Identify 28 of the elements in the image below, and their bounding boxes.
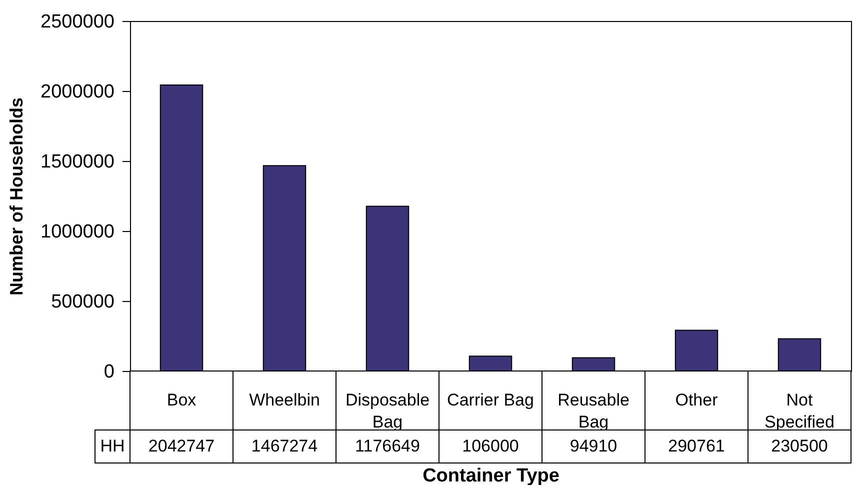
text: HH bbox=[100, 436, 125, 456]
y-tick-label: 500000 bbox=[51, 292, 114, 312]
y-tick-label: 2000000 bbox=[40, 82, 114, 102]
data-label: 290761 bbox=[668, 436, 725, 456]
bar bbox=[262, 165, 306, 372]
bar bbox=[572, 357, 616, 372]
data-label: 94910 bbox=[570, 436, 618, 456]
x-tick-label: Other bbox=[675, 390, 718, 410]
y-tick-label: 1500000 bbox=[40, 152, 114, 172]
y-tick-label: 0 bbox=[104, 362, 114, 382]
y-tick-label: 1000000 bbox=[40, 222, 114, 242]
data-label: 1467274 bbox=[251, 436, 318, 456]
bar bbox=[674, 330, 718, 372]
data-label: 2042747 bbox=[148, 436, 215, 456]
bar bbox=[366, 206, 410, 372]
y-tick-label: 2500000 bbox=[40, 12, 114, 32]
bar bbox=[468, 356, 512, 372]
bar bbox=[778, 338, 822, 372]
x-tick-label: Disposable Bag bbox=[345, 390, 430, 432]
data-label: 106000 bbox=[462, 436, 519, 456]
x-tick-label: Not Specified bbox=[764, 390, 834, 432]
data-label: 230500 bbox=[771, 436, 828, 456]
x-tick-label: Wheelbin bbox=[249, 390, 320, 410]
x-tick-label: Box bbox=[166, 390, 197, 410]
data-label: 1176649 bbox=[355, 436, 420, 456]
y-axis-title: Number of Households bbox=[6, 97, 27, 296]
x-tick-label: Carrier Bag bbox=[447, 390, 534, 410]
x-tick-label: Reusable Bag bbox=[558, 390, 630, 432]
